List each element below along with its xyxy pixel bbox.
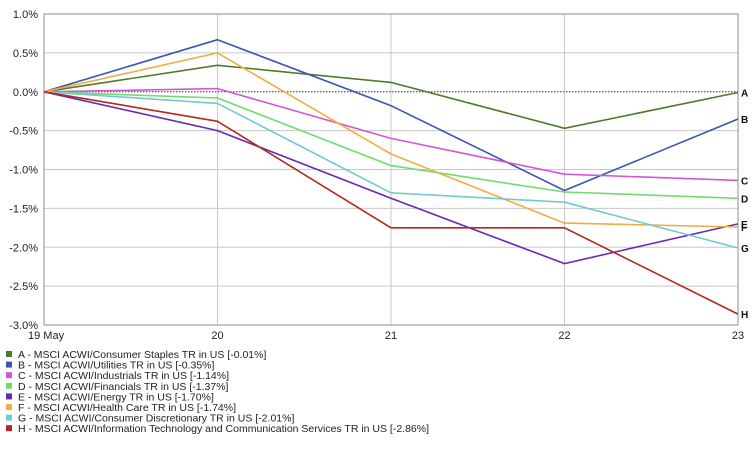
legend-entry-d: D - MSCI ACWI/Financials TR in US [-1.37…: [18, 381, 229, 393]
x-tick-label: 20: [211, 330, 223, 342]
axes: 1.0% 0.5% 0.0% -0.5% -1.0% -1.5% -2.0% -2.5% -3.…: [9, 9, 744, 342]
y-tick-label: -3.0%: [9, 320, 38, 332]
series-line-e: [43, 91, 739, 265]
legend-swatch-b: [6, 361, 12, 368]
series-end-label-h: H: [741, 310, 748, 321]
legend-swatch-c: [6, 372, 12, 379]
series-end-label-d: D: [741, 194, 748, 205]
x-tick-label: 19 May: [28, 330, 65, 342]
y-tick-label: -2.0%: [9, 242, 38, 254]
series-end-label-e: E: [741, 220, 748, 231]
series-line-c: [43, 87, 739, 182]
y-tick-label: -1.0%: [9, 165, 38, 177]
legend-entry-g: G - MSCI ACWI/Consumer Discretionary TR …: [18, 413, 294, 425]
legend-swatch-d: [6, 382, 12, 389]
legend-entry-f: F - MSCI ACWI/Health Care TR in US [-1.7…: [18, 402, 236, 414]
legend-swatch-f: [6, 404, 12, 410]
legend: A - MSCI ACWI/Consumer Staples TR in US …: [6, 349, 429, 435]
plot-border: [43, 13, 739, 326]
series-end-label-f: F: [741, 223, 747, 234]
legend-entry-a: A - MSCI ACWI/Consumer Staples TR in US …: [18, 349, 266, 361]
y-tick-label: 0.5%: [13, 48, 38, 60]
y-tick-label: 1.0%: [13, 9, 38, 21]
y-tick-label: -0.5%: [9, 126, 38, 138]
legend-swatch-e: [6, 393, 12, 400]
series-end-label-a: A: [741, 89, 748, 100]
series-end-label-g: G: [741, 244, 749, 255]
legend-entry-e: E - MSCI ACWI/Energy TR in US [-1.70%]: [18, 391, 214, 403]
legend-swatch-g: [6, 414, 12, 421]
legend-entry-b: B - MSCI ACWI/Utilities TR in US [-0.35%…: [18, 360, 215, 372]
legend-entry-c: C - MSCI ACWI/Industrials TR in US [-1.1…: [18, 370, 229, 382]
x-tick-label: 21: [385, 330, 397, 342]
legend-swatch-h: [6, 425, 12, 432]
series-line-g: [43, 91, 739, 249]
series-line-d: [43, 91, 739, 200]
x-tick-label: 22: [558, 330, 570, 342]
y-tick-label: -1.5%: [9, 203, 38, 215]
series-line-f: [43, 52, 739, 228]
series-line-b: [43, 38, 739, 192]
x-tick-label: 23: [732, 330, 744, 342]
series-lines: [43, 38, 739, 315]
series-line-h: [43, 91, 739, 315]
legend-swatch-a: [6, 351, 12, 357]
series-end-labels: A B CD EFG H: [741, 89, 749, 322]
y-tick-label: 0.0%: [13, 87, 38, 99]
series-end-label-c: C: [741, 176, 748, 187]
series-line-a: [43, 64, 739, 130]
series-end-label-b: B: [741, 115, 748, 126]
y-tick-label: -2.5%: [9, 281, 38, 293]
legend-entry-h: H - MSCI ACWI/Information Technology and…: [18, 423, 429, 435]
